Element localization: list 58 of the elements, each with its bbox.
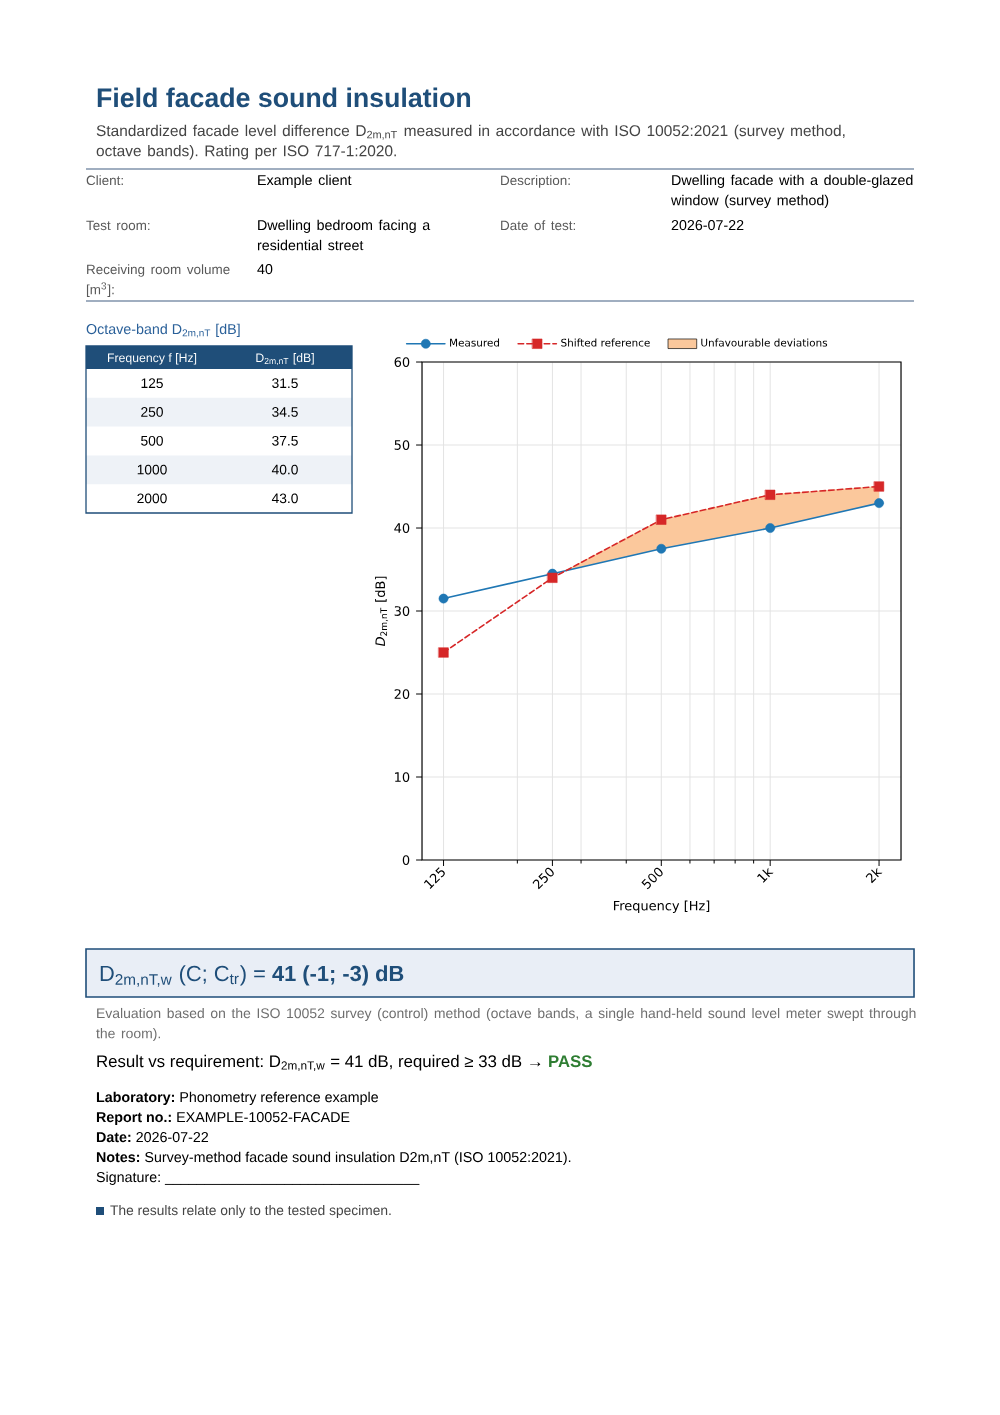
text: 34.5 [272,407,298,417]
text: 31.5 [272,378,298,389]
text: Dwelling facade with a double-glazed window (survey method) [671,174,913,209]
point [438,647,449,658]
text: 2026-07-22 [671,220,744,231]
text: The results relate only to the tested specimen. [110,1205,391,1218]
point [547,572,558,583]
text: D$_{2m,nT,w}$ (C; C$_{tr}$) = 41 (-1; -3) dB [100,965,404,987]
text: Test room: [86,220,150,231]
legend-label: Unfavourable deviations [701,338,828,347]
x-axis-title: Frequency [Hz] [613,900,710,913]
point [656,543,667,554]
text: 500 [141,435,163,446]
text: Evaluation based on the ISO 10052 survey (control) method (octave bands, a single hand-held sound level meter swept through the room). [96,1007,916,1042]
text: PASS [549,1055,592,1068]
point [873,481,885,492]
text: 37.5 [272,435,298,446]
y-tick-label: 10 [395,772,410,782]
text: 250 [141,407,163,417]
legend-label: Measured [450,338,500,347]
chart-title: Field facade sound insulation [97,87,471,108]
text: Date of test: [501,220,575,231]
legend-label: Shifted reference [561,338,650,347]
y-tick-label: 60 [394,357,410,367]
x-tick-label: 2k [865,867,883,884]
text: Result vs requirement: D$_{2m,nT,w}$ = 41 dB, required ≥ 33 dB → [97,1054,541,1072]
text: Example client [258,174,352,188]
text: Description: [501,175,570,188]
text: D$_{2m,nT}$ [dB] [256,353,314,366]
text: Octave-band D$_{2m,nT}$ [dB] [86,323,240,338]
text: 2000 [137,493,167,504]
y-tick-label: 30 [394,606,410,616]
text: Receiving room volume [m$^{3}$]: [86,264,230,297]
y-tick-label: 20 [394,689,410,699]
text: 43.0 [271,493,298,504]
text: Frequency f [Hz] [108,353,197,365]
text: 1000 [137,464,167,475]
text: 40 [257,264,273,275]
point [874,498,884,508]
text: Date: 2026-07-22 [96,1132,209,1143]
text: Laboratory: Phonometry reference example [96,1091,378,1105]
point [438,593,449,604]
y-tick-label: 0 [402,855,410,865]
text: Notes: Survey-method facade sound insulation D2m,nT (ISO 10052:2021). [96,1151,571,1165]
x-tick-label: 1k [757,867,774,883]
text: 125 [141,378,163,389]
text: Client: [86,175,123,186]
point [765,489,776,500]
text: Dwelling bedroom facing a residential street [257,219,431,251]
text: Signature: ________________________________ [96,1171,420,1185]
text: 40.0 [271,464,298,475]
chart-subtitle: Standardized facade level difference D$_{2m,nT}$ measured in accordance with ISO 10052:2021 (survey method, octave bands). Rating per ISO 717-1:2020. [96,124,845,160]
text: Report no.: EXAMPLE-10052-FACADE [96,1112,350,1125]
y-tick-label: 50 [394,440,410,450]
point [656,514,667,525]
point [765,523,776,533]
y-axis-title: D$_{2m,nT}$ [dB] [375,576,389,647]
y-tick-label: 40 [394,523,410,533]
